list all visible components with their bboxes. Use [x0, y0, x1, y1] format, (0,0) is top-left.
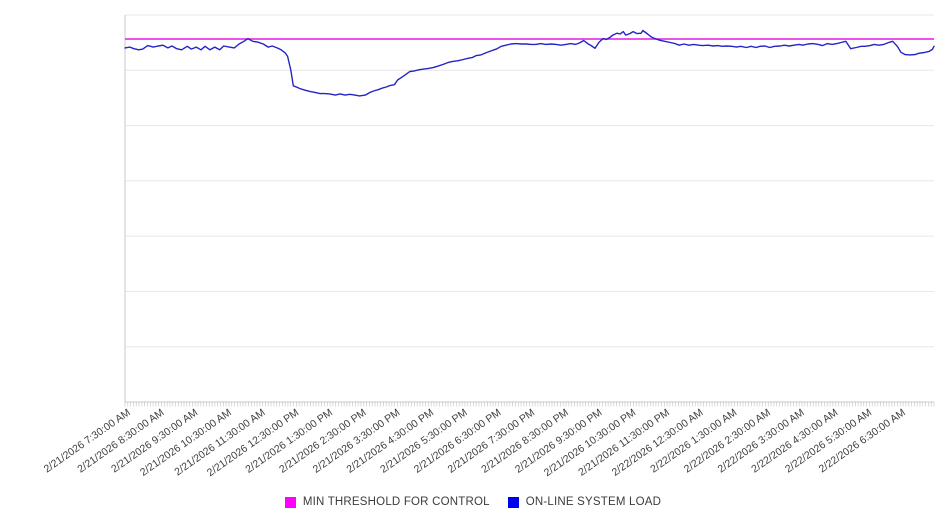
min-threshold-legend-swatch-icon	[284, 496, 296, 508]
online-system-load-legend-swatch-icon	[507, 496, 519, 508]
min-threshold-legend-label: MIN THRESHOLD FOR CONTROL	[302, 496, 490, 508]
line-chart-plot: 2/21/2026 7:30:00 AM2/21/2026 8:30:00 AM…	[42, 14, 935, 479]
online-system-load-legend-label: ON-LINE SYSTEM LOAD	[525, 496, 662, 508]
chart-legend: MIN THRESHOLD FOR CONTROL ON-LINE SYSTEM…	[0, 496, 946, 508]
legend-item-min-threshold[interactable]: MIN THRESHOLD FOR CONTROL	[284, 496, 490, 508]
legend-item-online-system-load[interactable]: ON-LINE SYSTEM LOAD	[507, 496, 662, 508]
online-system-load-line	[124, 29, 935, 97]
